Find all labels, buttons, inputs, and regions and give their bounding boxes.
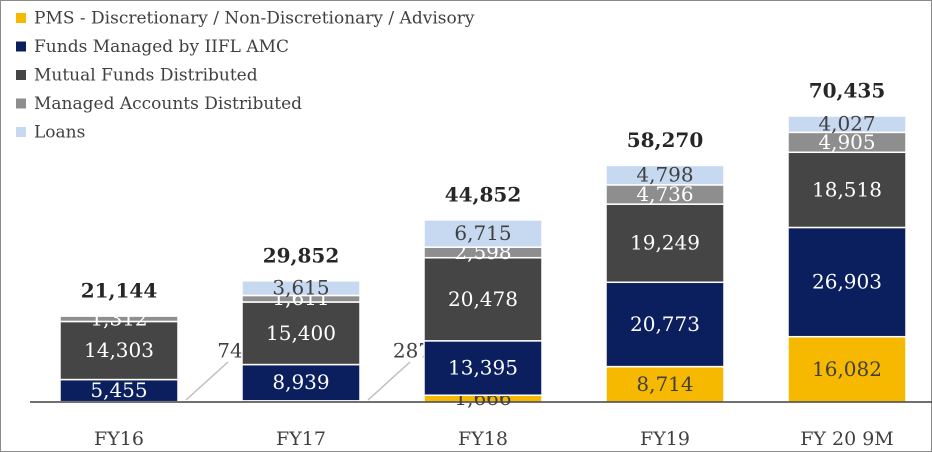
legend-swatch [16, 98, 26, 109]
x-tick-label: FY17 [276, 428, 326, 450]
total-label: 70,435 [809, 79, 886, 103]
leader-line [367, 361, 411, 401]
data-label: 4,798 [636, 163, 693, 187]
bar-segment [787, 115, 907, 134]
data-label: 18,518 [812, 177, 882, 201]
data-label: 1,312 [90, 306, 147, 330]
x-tick-label: FY19 [640, 428, 690, 450]
bar-segment [787, 226, 907, 338]
bar-segment [241, 363, 361, 402]
legend-label: Managed Accounts Distributed [34, 94, 302, 114]
data-label: 4,905 [818, 130, 875, 154]
bar-segment [787, 335, 907, 403]
bar-segment [605, 164, 725, 186]
data-label: 20,773 [630, 312, 700, 336]
x-tick-label: FY 20 9M [800, 428, 894, 450]
data-label: 26,903 [812, 270, 882, 294]
legend-swatch [16, 127, 26, 137]
total-label: 21,144 [81, 279, 158, 303]
data-label: 3,615 [272, 276, 329, 300]
bar-segment [241, 301, 361, 366]
legend-label: Mutual Funds Distributed [34, 66, 258, 86]
bar-segment [423, 219, 543, 248]
bar-segment [605, 203, 725, 284]
data-label: 8,714 [636, 372, 693, 396]
leader-line [185, 361, 229, 401]
data-label: 5,455 [90, 378, 147, 402]
bar-segment [423, 256, 543, 342]
legend-swatch [16, 13, 26, 23]
total-label: 44,852 [445, 182, 522, 206]
legend-label: Funds Managed by IIFL AMC [34, 37, 289, 57]
data-label: 6,715 [454, 221, 511, 245]
bar-segment [59, 315, 179, 323]
data-label: 4,736 [636, 182, 693, 206]
data-label: 74 [217, 339, 242, 363]
data-label: 14,303 [84, 338, 154, 362]
data-label: 16,082 [812, 357, 882, 381]
x-tick-label: FY16 [94, 428, 144, 450]
legend-swatch [16, 41, 26, 52]
x-tick-label: FY18 [458, 428, 508, 450]
data-label: 15,400 [266, 321, 336, 345]
bar-segment [423, 340, 543, 396]
bar-segment [605, 281, 725, 368]
total-label: 29,852 [263, 243, 340, 267]
legend-label: PMS - Discretionary / Non-Discretionary … [34, 9, 475, 29]
total-label: 58,270 [627, 128, 704, 152]
data-label: 13,395 [448, 356, 518, 380]
legend-label: Loans [34, 123, 85, 143]
data-label: 19,249 [630, 231, 700, 255]
data-label: 8,939 [272, 370, 329, 394]
data-label: 4,027 [818, 112, 875, 136]
legend-swatch [16, 70, 26, 80]
data-label: 20,478 [448, 287, 518, 311]
bar-segment [241, 280, 361, 297]
